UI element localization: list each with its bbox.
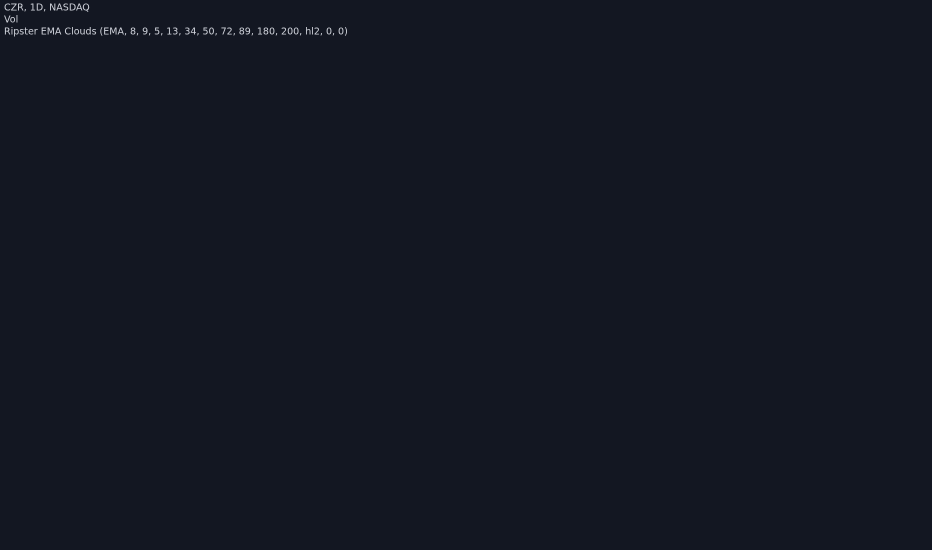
volume-title: Vol: [4, 15, 18, 26]
indicator-title: Ripster EMA Clouds (EMA, 8, 9, 5, 13, 34…: [4, 27, 348, 38]
symbol-title: CZR, 1D, NASDAQ: [4, 3, 90, 14]
